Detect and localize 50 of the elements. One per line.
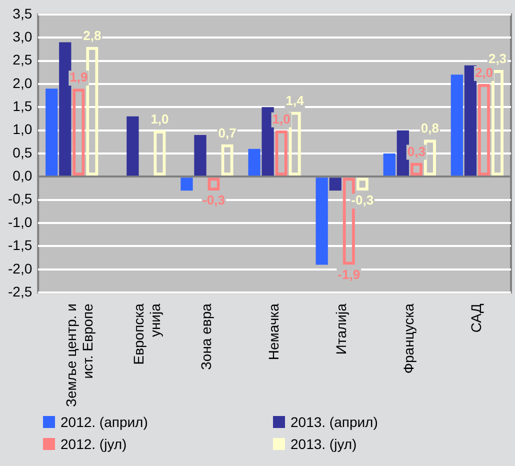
y-tick-label: 0,5 (12, 144, 32, 160)
bar (383, 153, 396, 176)
data-label: 0,7 (218, 125, 236, 140)
x-tick-label: Француска (400, 303, 417, 374)
y-tick-label: 3,5 (12, 5, 32, 22)
bar (180, 178, 193, 191)
data-label: -1,9 (338, 266, 360, 282)
data-label: 0,3 (407, 144, 426, 159)
data-label: 2,8 (83, 28, 102, 43)
y-tick-label: -1,5 (8, 237, 32, 254)
y-tick-label: -0,5 (8, 190, 32, 207)
data-label: 0,8 (420, 120, 439, 136)
x-tick-label: Немачка (265, 303, 282, 360)
bar (262, 107, 274, 176)
legend-label: 2013. (април) (290, 414, 378, 430)
bar (46, 88, 58, 176)
bar (59, 42, 72, 176)
y-tick-label: 3,0 (12, 28, 32, 44)
legend-label: 2012. (април) (60, 414, 148, 430)
data-label: 1,9 (70, 70, 88, 85)
data-label: 1,0 (272, 111, 290, 126)
legend-label: 2012. (јул) (60, 436, 127, 452)
data-label: -0,3 (351, 192, 374, 208)
bar (396, 130, 409, 176)
x-tick-label: Зона евра (198, 303, 214, 370)
x-tick-label: САД (468, 303, 484, 333)
y-tick-label: 2,5 (12, 52, 32, 68)
bar (464, 65, 477, 176)
legend-label: 2013. (јул) (290, 436, 357, 452)
bar (450, 74, 464, 176)
bar (126, 116, 139, 176)
y-tick-label: 1,5 (12, 98, 32, 114)
bar (248, 148, 260, 176)
bar (329, 178, 342, 191)
y-tick-label: -2,5 (8, 283, 32, 300)
data-label: 2,0 (474, 65, 494, 80)
x-tick-label: Италија (332, 303, 349, 355)
y-tick-label: -1,0 (8, 214, 32, 230)
x-tick-label: Европска унија (130, 303, 164, 365)
y-tick-label: 0,0 (12, 168, 32, 184)
x-tick-label: Земље центр. и ист. Европе (62, 303, 96, 408)
bar (194, 134, 206, 176)
data-label: 1,0 (150, 111, 169, 126)
y-tick-label: 2,0 (12, 74, 32, 91)
data-label: -0,3 (202, 192, 225, 208)
y-tick-label: 1,0 (12, 121, 32, 138)
bar (316, 178, 328, 265)
data-label: 2,3 (488, 51, 507, 66)
data-label: 1,4 (286, 92, 305, 108)
y-tick-label: -2,0 (8, 260, 32, 276)
